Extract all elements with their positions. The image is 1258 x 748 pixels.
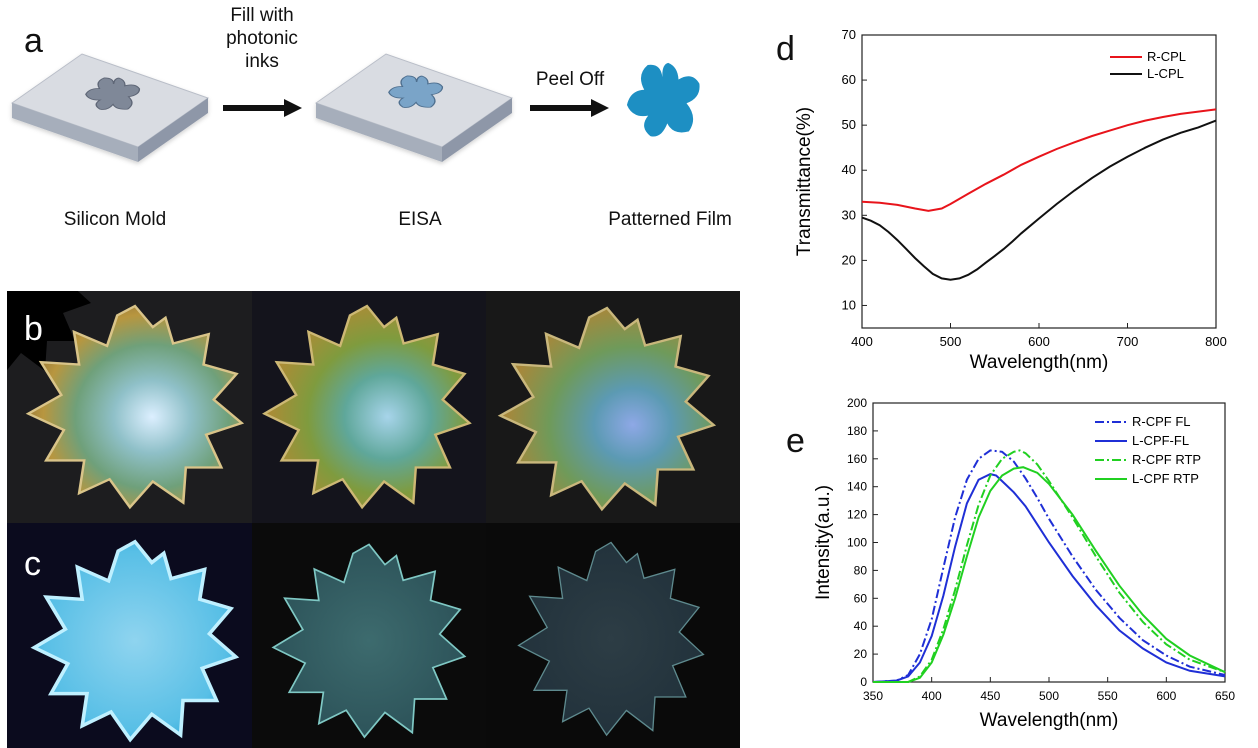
arrow-2-text: Peel Off (535, 69, 605, 90)
charte-ytick-label: 200 (847, 396, 867, 410)
charte-legend-label: L-CPF-FL (1132, 433, 1189, 448)
charte-xtick-label: 450 (980, 689, 1000, 703)
charte-ylabel: Intensity(a.u.) (813, 485, 834, 600)
filled-cavity-flower-icon (388, 75, 444, 108)
charte-xlabel: Wavelength(nm) (980, 710, 1119, 731)
arrow-1-text: Fill with photonic inks (214, 4, 310, 73)
step3-caption: Patterned Film (608, 209, 732, 230)
charte-ytick-label: 40 (854, 619, 868, 633)
panel-b-label: b (24, 310, 43, 348)
chartd-legend-label: R-CPL (1147, 49, 1186, 64)
arrow-1-icon (223, 99, 302, 117)
chartd-xlabel: Wavelength(nm) (970, 352, 1109, 373)
charte-series-line-4 (873, 466, 1226, 683)
charte-ytick-label: 100 (847, 536, 867, 550)
eisa-mold-illustration (314, 53, 514, 162)
mold-cavity-flower-icon (85, 77, 141, 110)
chart-e: 350 400 450 500 550 600 650 0 20 40 60 80 100 120 140 1… (813, 396, 1235, 731)
chartd-ytick-label: 10 (842, 297, 856, 312)
charte-xtick-label: 600 (1156, 689, 1176, 703)
chartd-ytick-label: 40 (842, 162, 856, 177)
charte-ytick-label: 20 (854, 647, 868, 661)
chartd-xtick-label: 600 (1028, 334, 1050, 349)
chartd-xtick-label: 700 (1117, 334, 1139, 349)
arrow-1-text-line-3: inks (245, 51, 279, 72)
charte-ytick-label: 80 (854, 563, 868, 577)
chartd-ytick-label: 70 (842, 27, 856, 42)
charte-xtick-label: 550 (1098, 689, 1118, 703)
charte-series-line-3 (873, 449, 1226, 683)
charte-xtick-label: 650 (1215, 689, 1235, 703)
silicon-mold-illustration (10, 53, 210, 162)
charte-ytick-label: 180 (847, 424, 867, 438)
chartd-xtick-label: 800 (1205, 334, 1227, 349)
chart-d: 400 500 600 700 800 10 20 30 40 50 60 70 Wavelength(… (794, 27, 1227, 373)
charte-ytick-label: 60 (854, 591, 868, 605)
chartd-xtick-label: 500 (940, 334, 962, 349)
charte-legend-label: R-CPF FL (1132, 414, 1191, 429)
charte-ytick-label: 120 (847, 508, 867, 522)
charte-xtick-label: 500 (1039, 689, 1059, 703)
charte-legend-label: R-CPF RTP (1132, 452, 1201, 467)
panel-a-label: a (24, 22, 43, 60)
step1-caption: Silicon Mold (63, 209, 167, 230)
charte-xtick-label: 400 (922, 689, 942, 703)
arrow-2-icon (530, 99, 609, 117)
arrow-1-text-line-2: photonic (226, 28, 298, 49)
charte-series-line-2 (872, 473, 1226, 683)
charte-ytick-label: 160 (847, 452, 867, 466)
chartd-ytick-label: 60 (842, 72, 856, 87)
step2-caption: EISA (398, 209, 442, 230)
patterned-film-flower-icon (626, 62, 700, 137)
chartd-ytick-label: 20 (842, 252, 856, 267)
charte-ytick-label: 140 (847, 480, 867, 494)
chartd-ylabel: Transmittance(%) (794, 107, 815, 256)
charte-ytick-label: 0 (860, 675, 867, 689)
chartd-ytick-label: 50 (842, 117, 856, 132)
charte-legend-label: L-CPF RTP (1132, 471, 1199, 486)
panel-a-schematic (10, 53, 700, 162)
chartd-series-line-2 (861, 119, 1217, 281)
chartd-xtick-label: 400 (851, 334, 873, 349)
photo-grid (7, 291, 740, 748)
chartd-legend-label: L-CPL (1147, 66, 1184, 81)
chartd-series-line-1 (861, 108, 1217, 212)
panel-c-label: c (24, 545, 41, 583)
arrow-1-text-line-1: Fill with (230, 5, 294, 26)
chartd-ytick-label: 30 (842, 207, 856, 222)
charte-xtick-label: 350 (863, 689, 883, 703)
charte-series-line-1 (872, 449, 1226, 683)
panel-d-label: d (776, 30, 795, 68)
panel-e-label: e (786, 422, 805, 460)
